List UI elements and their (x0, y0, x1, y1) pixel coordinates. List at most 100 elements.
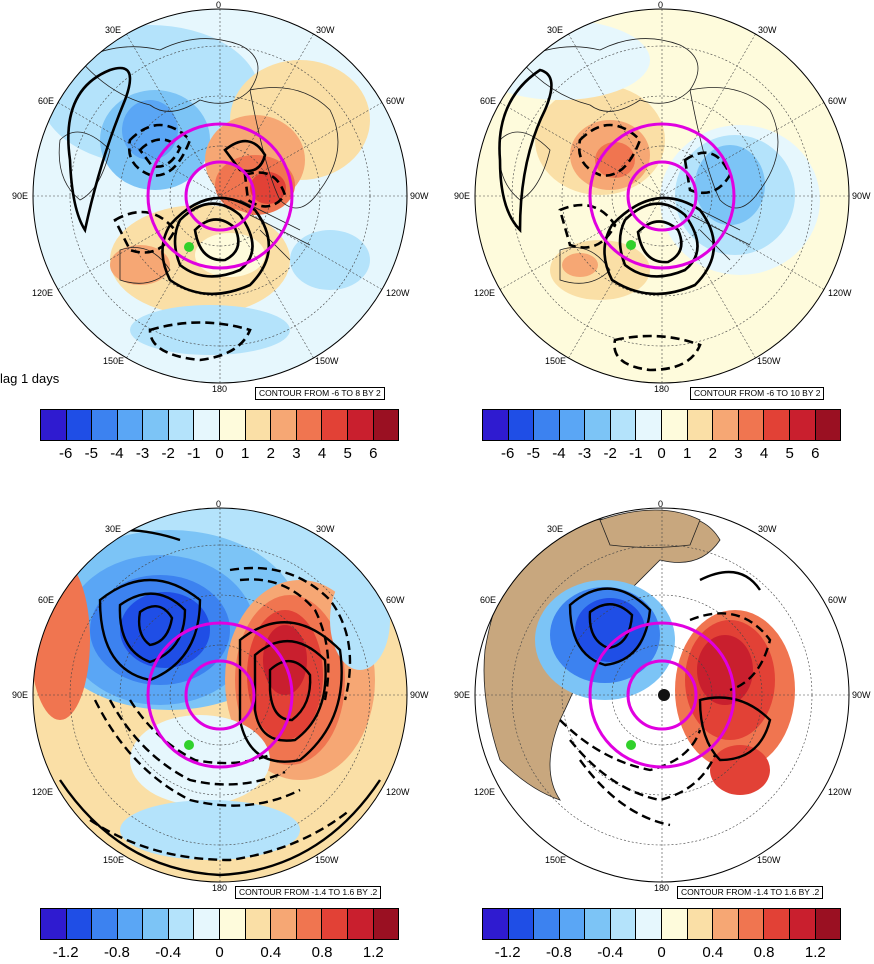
color-bar-tick-label: -4 (110, 445, 124, 462)
color-bar-tick-label: 5 (785, 445, 794, 462)
color-bar-tick-label: 0.4 (260, 944, 282, 961)
color-bar-tick-label: 0 (657, 445, 666, 462)
color-swatch (322, 410, 348, 440)
map-panel-bottom-left (32, 507, 408, 883)
color-bar-tick-label: -0.8 (545, 944, 572, 961)
map-panel-bottom-right (474, 507, 850, 883)
color-swatch (373, 410, 399, 440)
lon-label-30w: 30W (758, 25, 777, 35)
lon-label-180: 180 (654, 883, 670, 893)
color-bar-tick-label: -2 (603, 445, 617, 462)
lag-label: lag 1 days (0, 371, 60, 386)
color-swatch (220, 410, 246, 440)
color-bar-tick-label: 2 (708, 445, 717, 462)
color-bar-tick-label: -0.8 (103, 944, 130, 961)
lon-label-90w: 90W (410, 690, 429, 700)
lon-label-60e: 60E (480, 595, 497, 605)
graticule (33, 9, 407, 383)
color-swatch (636, 909, 663, 939)
color-swatch (41, 410, 67, 440)
color-swatch (296, 410, 323, 440)
lon-label-120w: 120W (386, 787, 410, 797)
lon-label-0: 0 (216, 0, 222, 10)
color-bar-tick-label: 1.2 (804, 944, 826, 961)
color-swatch (347, 909, 374, 939)
color-swatch (789, 909, 816, 939)
lon-label-150e: 150E (103, 356, 125, 366)
lon-label-30w: 30W (316, 25, 335, 35)
color-bar (482, 908, 841, 940)
contour-lines (559, 570, 772, 827)
lon-label-150w: 150W (315, 855, 339, 865)
lon-label-90e: 90E (12, 690, 29, 700)
color-swatch (713, 410, 739, 440)
lon-label-60w: 60W (386, 595, 405, 605)
color-bar-tick-label: -4 (552, 445, 566, 462)
lon-label-60w: 60W (828, 595, 847, 605)
color-bar-tick-label: -6 (500, 445, 515, 462)
color-bar-tick-label: -1.2 (494, 944, 521, 961)
color-swatch (92, 909, 118, 939)
color-swatch (271, 410, 297, 440)
color-bar (40, 908, 399, 940)
lon-label-60e: 60E (480, 96, 497, 106)
lon-label-60w: 60W (828, 96, 847, 106)
station-marker (626, 240, 636, 250)
contour-info: CONTOUR FROM -1.4 TO 1.6 BY .2 (235, 886, 382, 899)
lon-label-150e: 150E (545, 356, 567, 366)
color-swatch (738, 909, 765, 939)
station-marker (184, 242, 194, 252)
lon-label-30e: 30E (105, 25, 122, 35)
color-bar-tick-label: -1 (187, 445, 201, 462)
color-bar-tick-label: -5 (526, 445, 540, 462)
lon-label-90w: 90W (852, 690, 871, 700)
lon-label-120e: 120E (32, 787, 54, 797)
color-swatch (194, 909, 221, 939)
color-swatch (534, 410, 560, 440)
color-swatch (713, 909, 739, 939)
color-swatch (559, 909, 586, 939)
color-swatch (271, 909, 297, 939)
lon-label-120e: 120E (474, 288, 496, 298)
contour-lines (498, 68, 732, 372)
color-swatch (245, 909, 272, 939)
color-bar (40, 409, 399, 441)
color-swatch (585, 410, 611, 440)
lon-label-0: 0 (658, 499, 664, 509)
contour-info: CONTOUR FROM -1.4 TO 1.6 BY .2 (677, 886, 824, 899)
color-swatch (636, 410, 663, 440)
station-marker (184, 740, 194, 750)
lon-label-150w: 150W (315, 356, 339, 366)
color-swatch (66, 410, 93, 440)
color-swatch (610, 909, 637, 939)
color-swatch (534, 909, 560, 939)
lon-label-90w: 90W (852, 191, 871, 201)
lon-label-90e: 90E (454, 191, 471, 201)
lon-label-0: 0 (658, 0, 664, 10)
pole-blob (658, 689, 670, 701)
color-swatch (815, 909, 841, 939)
color-bar-tick-label: -3 (135, 445, 150, 462)
color-swatch (662, 410, 688, 440)
lon-label-120e: 120E (474, 787, 496, 797)
color-swatch (508, 410, 535, 440)
lon-label-150w: 150W (757, 356, 781, 366)
color-swatch (117, 410, 144, 440)
lon-label-30w: 30W (758, 524, 777, 534)
color-swatch (322, 909, 348, 939)
lon-label-30w: 30W (316, 524, 335, 534)
color-bar-tick-label: 4 (759, 445, 769, 462)
color-swatch (483, 410, 509, 440)
lon-label-180: 180 (212, 883, 228, 893)
color-bar-tick-label: 2 (266, 445, 275, 462)
color-bar (482, 409, 841, 441)
color-swatch (168, 410, 195, 440)
lon-label-120w: 120W (386, 288, 410, 298)
color-bar-tick-label: 1 (240, 445, 250, 462)
color-swatch (610, 410, 637, 440)
color-bar-tick-label: -0.4 (155, 944, 182, 961)
color-swatch (687, 909, 714, 939)
lon-label-120w: 120W (828, 288, 852, 298)
color-swatch (764, 909, 790, 939)
